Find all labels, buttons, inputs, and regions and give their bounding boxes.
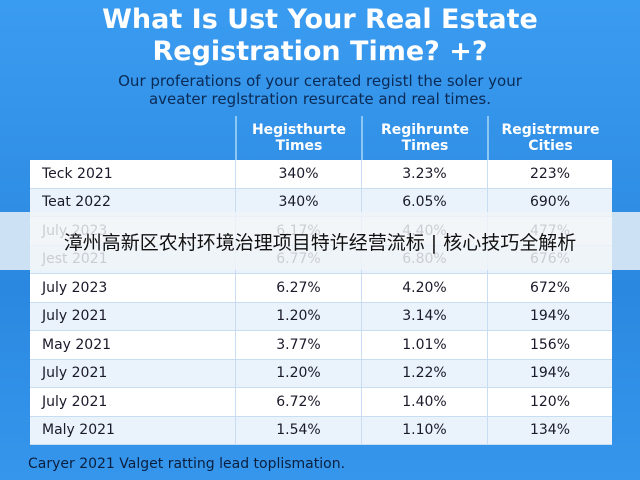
table-cell: 1.20% xyxy=(235,359,361,387)
table-cell: July 2021 xyxy=(42,308,108,325)
table-cell: Teck 2021 xyxy=(42,165,113,182)
table-cell: 194% xyxy=(487,302,612,330)
table-cell: 690% xyxy=(487,188,612,216)
table-row: July 2021 1.20% 3.14% 194% xyxy=(30,302,612,331)
table-cell: 672% xyxy=(487,274,612,302)
header-row: Hegisthurte Times Regihrunte Times Registr… xyxy=(30,116,612,160)
table-cell: July 2023 xyxy=(42,279,108,296)
table-cell: 3.14% xyxy=(361,302,487,330)
title-line: Registration Time? +? xyxy=(152,36,488,67)
table: Hegisthurte Times Regihrunte Times Registr… xyxy=(30,116,612,445)
table-cell: 6.05% xyxy=(361,188,487,216)
table-row: Maly 2021 1.54% 1.10% 134% xyxy=(30,416,612,445)
table-cell: May 2021 xyxy=(42,336,112,353)
table-cell: Teat 2022 xyxy=(42,194,111,211)
table-cell: 194% xyxy=(487,359,612,387)
table-cell: 6.27% xyxy=(235,274,361,302)
table-row: July 2021 6.72% 1.40% 120% xyxy=(30,388,612,417)
table-cell: July 2021 xyxy=(42,365,108,382)
table-cell: 1.40% xyxy=(361,388,487,416)
title-line: What Is Ust Your Real Estate xyxy=(102,4,538,35)
table-cell: 1.22% xyxy=(361,359,487,387)
table-row: July 2021 1.20% 1.22% 194% xyxy=(30,359,612,388)
header-cell: Regihrunte Times xyxy=(361,116,487,160)
table-cell: 3.23% xyxy=(361,160,487,188)
table-cell: 120% xyxy=(487,388,612,416)
table-body: Teck 2021 340% 3.23% 223% Teat 2022 340% 6.05%… xyxy=(30,160,612,445)
subtitle-line: aveater reglstration resurcate and real … xyxy=(148,90,492,108)
table-row: Teck 2021 340% 3.23% 223% xyxy=(30,160,612,189)
table-row: July 2023 6.27% 4.20% 672% xyxy=(30,274,612,303)
table-cell: 223% xyxy=(487,160,612,188)
banner: 漳州高新区农村环境治理项目特许经营流标 | 核心技巧全解析 xyxy=(0,212,640,270)
header-cell xyxy=(30,116,235,160)
subtitle-line: Our proferations of your cerated registl… xyxy=(118,72,522,90)
table-cell: 4.20% xyxy=(361,274,487,302)
table-cell: 340% xyxy=(235,160,361,188)
table-row: May 2021 3.77% 1.01% 156% xyxy=(30,331,612,360)
table-cell: 6.72% xyxy=(235,388,361,416)
table-cell: Maly 2021 xyxy=(42,422,115,439)
table-cell: 3.77% xyxy=(235,331,361,359)
table-cell: 1.20% xyxy=(235,302,361,330)
footer: Caryer 2021 Valget ratting lead toplisma… xyxy=(28,456,346,472)
table-cell: 340% xyxy=(235,188,361,216)
header-cell: Registrmure Cities xyxy=(487,116,612,160)
table-cell: 1.01% xyxy=(361,331,487,359)
table-cell: July 2021 xyxy=(42,393,108,410)
table-cell: 1.10% xyxy=(361,416,487,444)
table-cell: 1.54% xyxy=(235,416,361,444)
header-cell: Hegisthurte Times xyxy=(235,116,361,160)
table-cell: 134% xyxy=(487,416,612,444)
table-cell: 156% xyxy=(487,331,612,359)
